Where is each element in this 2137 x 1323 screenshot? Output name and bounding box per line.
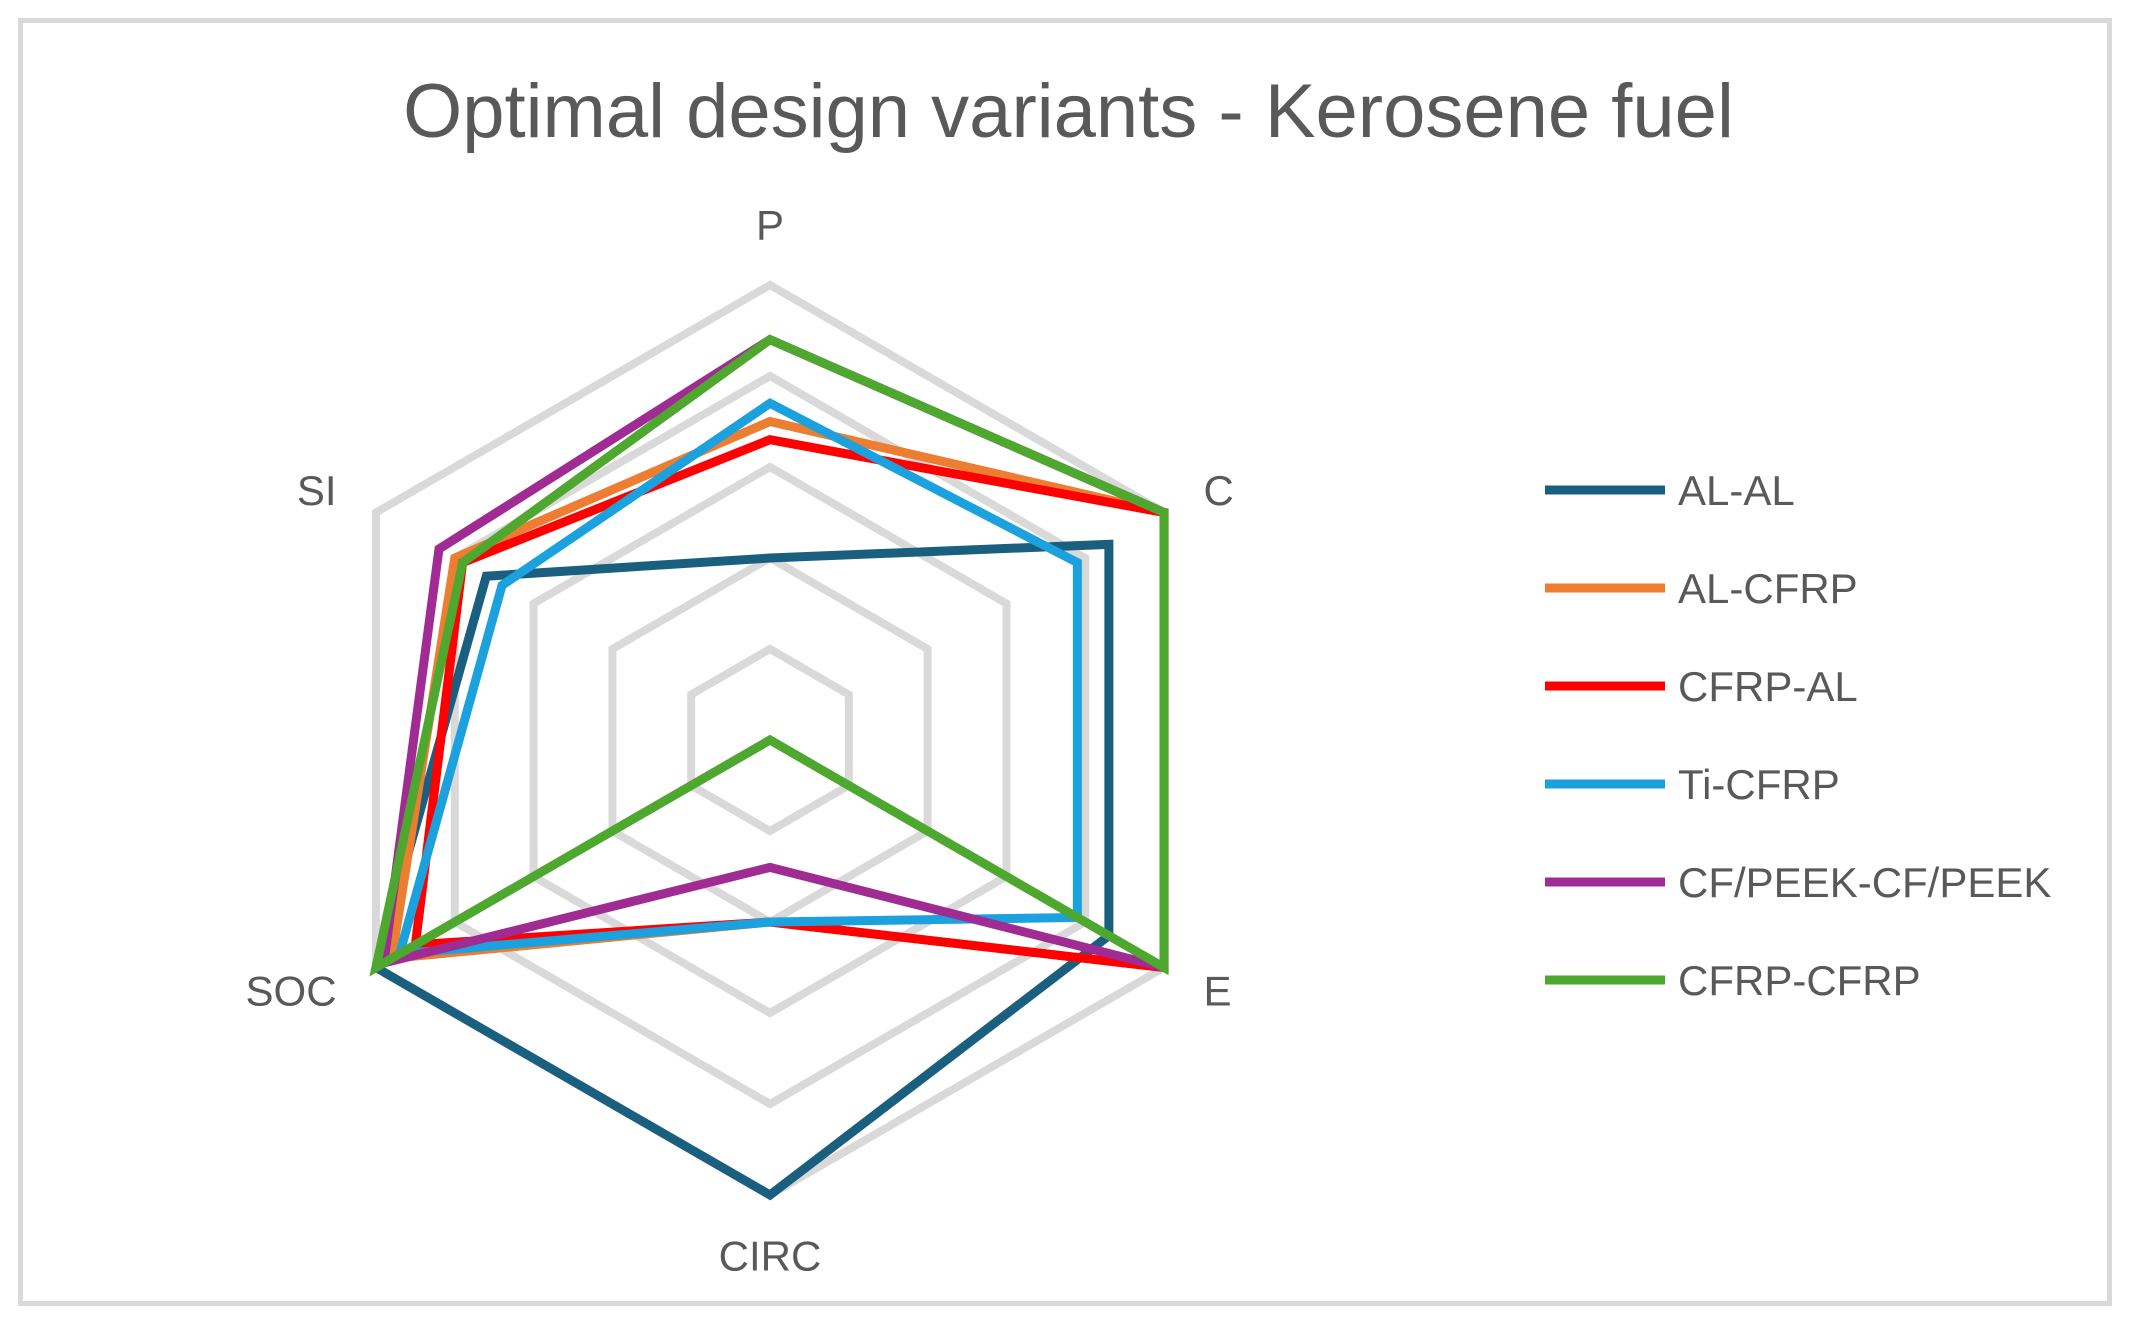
legend-label-ti-cfrp: Ti-CFRP: [1678, 761, 1840, 808]
grid-ring-3: [529, 462, 1011, 1018]
axis-label-p: P: [756, 202, 784, 249]
chart-frame: [18, 18, 2112, 1306]
legend-label-al-al: AL-AL: [1678, 467, 1795, 514]
legend: AL-AL AL-CFRP CFRP-AL Ti-CFRP CF/PEEK-CF/PEE…: [1545, 467, 2051, 1004]
legend-label-cfrp-cfrp: CFRP-CFRP: [1678, 957, 1921, 1004]
series-ti-cfrp: [393, 398, 1082, 959]
series-al-al: [370, 539, 1114, 1201]
legend-label-al-cfrp: AL-CFRP: [1678, 565, 1858, 612]
axis-label-e: E: [1203, 967, 1231, 1014]
chart-title: Optimal design variants - Kerosene fuel: [403, 69, 1734, 154]
legend-label-cfrp-al: CFRP-AL: [1678, 663, 1858, 710]
axis-labels: P C E CIRC SOC SI: [246, 202, 1234, 1280]
axis-label-si: SI: [297, 467, 337, 514]
axis-label-c: C: [1203, 467, 1233, 514]
radar-series: [369, 334, 1169, 1201]
axis-label-circ: CIRC: [719, 1233, 822, 1280]
legend-label-cf-peek-cf-peek: CF/PEEK-CF/PEEK: [1678, 859, 2051, 906]
axis-label-soc: SOC: [246, 967, 337, 1014]
grid-ring-1: [687, 644, 853, 836]
series-cfrp-cfrp: [369, 334, 1169, 977]
